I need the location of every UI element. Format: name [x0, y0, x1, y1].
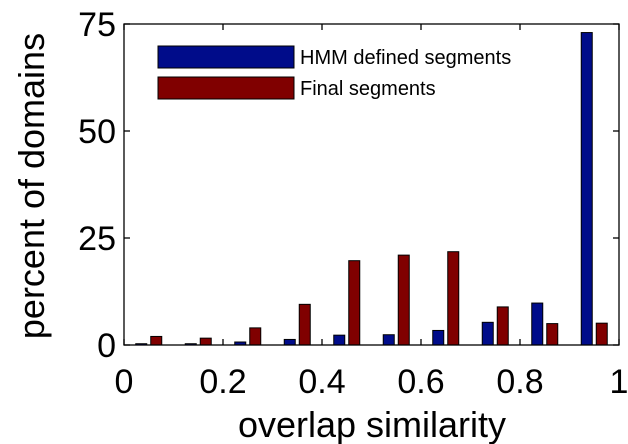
legend-swatch-1 — [157, 45, 295, 69]
y-axis-label: percent of domains — [11, 33, 52, 339]
plot-frame — [123, 23, 620, 346]
x-tick-label: 0 — [115, 363, 134, 401]
x-axis-label: overlap similarity — [238, 404, 506, 444]
bar-series-2-bin-1 — [150, 335, 163, 346]
legend: HMM defined segments Final segments — [157, 45, 511, 100]
bar-series-2-bin-2 — [199, 337, 212, 346]
x-tick-label: 1 — [610, 363, 628, 401]
bar-series-2-bin-6 — [397, 254, 410, 346]
x-tick-label: 0.6 — [397, 363, 444, 401]
bar-series-2-bin-3 — [249, 327, 262, 346]
bar-series-2-bin-9 — [546, 323, 559, 346]
plot-area: 0 0.2 0.4 0.6 0.8 1 0 25 50 75 — [78, 6, 628, 401]
bar-series-1-bin-4 — [283, 338, 296, 346]
y-tick-label: 0 — [97, 327, 116, 365]
legend-label-2: Final segments — [300, 78, 436, 100]
bar-series-2-bin-5 — [348, 260, 361, 346]
legend-label-1: HMM defined segments — [300, 47, 511, 69]
bar-series-2-bin-4 — [298, 303, 311, 346]
bar-series-2-bin-10 — [595, 322, 608, 346]
legend-swatch-2 — [157, 76, 295, 100]
x-tick-label: 0.4 — [298, 363, 345, 401]
bar-series-1-bin-6 — [382, 334, 395, 346]
bar-series-1-bin-7 — [432, 329, 445, 346]
bar-series-1-bin-5 — [333, 334, 346, 346]
y-tick-label: 50 — [78, 113, 116, 151]
x-tick-label: 0.2 — [199, 363, 246, 401]
y-tick-label: 75 — [78, 6, 116, 44]
x-tick-label: 0.8 — [496, 363, 543, 401]
bar-series-1-bin-8 — [481, 321, 494, 346]
y-tick-label: 25 — [78, 220, 116, 258]
bar-series-1-bin-9 — [531, 302, 544, 346]
bar-series-1-bin-10 — [580, 32, 593, 346]
bar-series-2-bin-8 — [496, 306, 509, 346]
bar-series-2-bin-7 — [447, 251, 460, 346]
